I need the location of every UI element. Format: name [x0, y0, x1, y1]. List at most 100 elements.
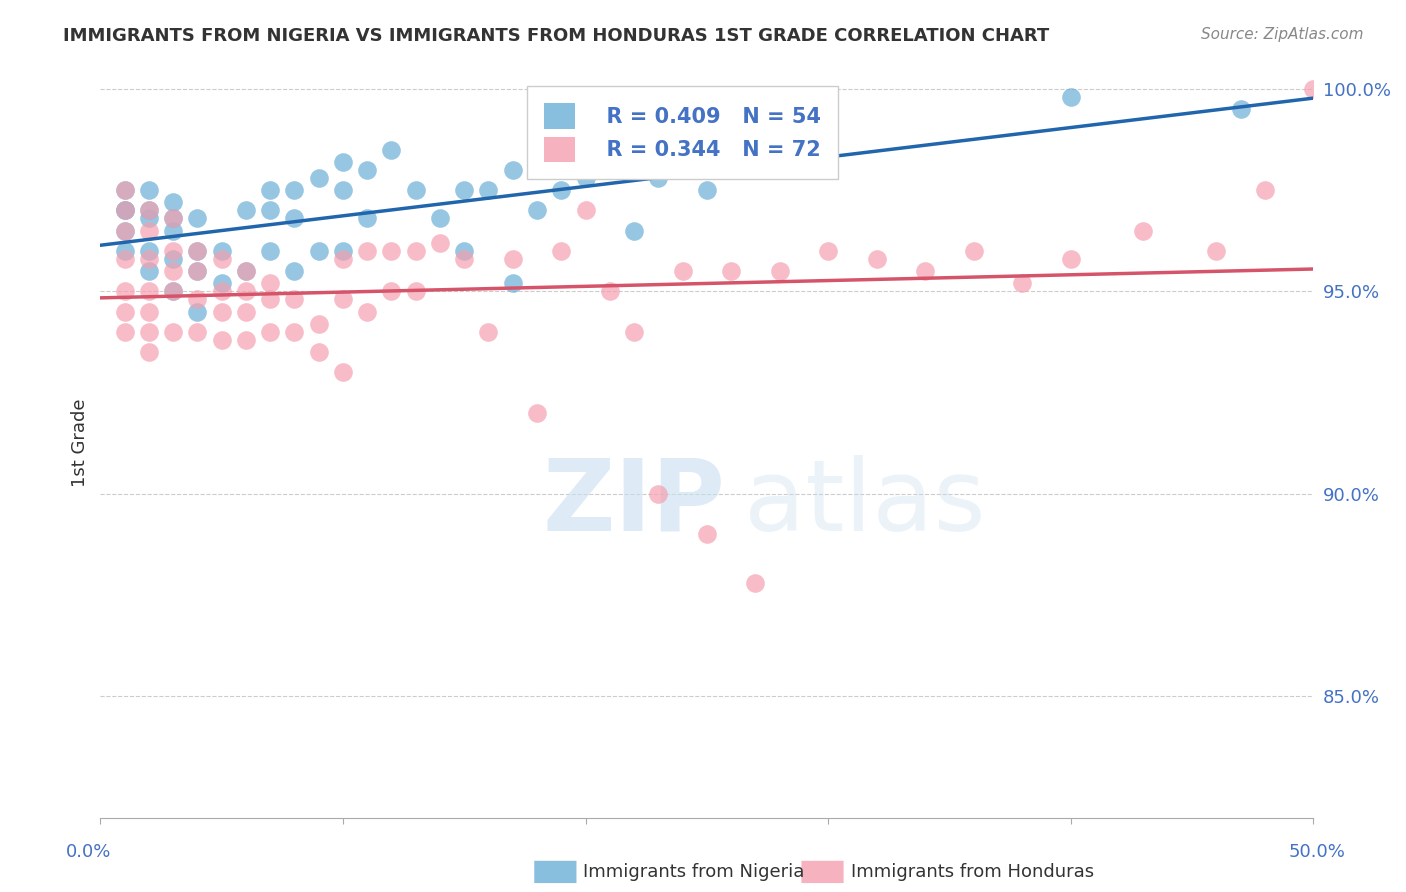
- Point: [114, 325, 136, 339]
- Point: [211, 333, 233, 347]
- Point: [138, 264, 160, 278]
- Text: Source: ZipAtlas.com: Source: ZipAtlas.com: [1201, 27, 1364, 42]
- Text: Immigrants from Honduras: Immigrants from Honduras: [851, 863, 1094, 881]
- Point: [235, 203, 257, 218]
- Point: [138, 304, 160, 318]
- Point: [283, 264, 305, 278]
- Point: [1060, 90, 1083, 104]
- Point: [453, 244, 475, 258]
- Point: [162, 211, 184, 226]
- Point: [550, 244, 572, 258]
- Point: [696, 183, 718, 197]
- Point: [211, 285, 233, 299]
- Point: [186, 304, 208, 318]
- Point: [114, 244, 136, 258]
- Point: [332, 183, 354, 197]
- Point: [1060, 252, 1083, 266]
- Point: [647, 170, 669, 185]
- Point: [283, 293, 305, 307]
- Point: [502, 162, 524, 177]
- Point: [186, 264, 208, 278]
- Point: [332, 252, 354, 266]
- Point: [138, 203, 160, 218]
- Point: [138, 252, 160, 266]
- Point: [162, 264, 184, 278]
- Point: [744, 576, 766, 591]
- Point: [235, 304, 257, 318]
- Point: [623, 325, 645, 339]
- Point: [162, 195, 184, 210]
- Point: [332, 244, 354, 258]
- Point: [211, 244, 233, 258]
- Point: [768, 143, 790, 157]
- Legend:   R = 0.409   N = 54,   R = 0.344   N = 72: R = 0.409 N = 54, R = 0.344 N = 72: [527, 87, 838, 179]
- Point: [162, 285, 184, 299]
- Point: [453, 183, 475, 197]
- Point: [138, 211, 160, 226]
- Point: [1254, 183, 1277, 197]
- Point: [1205, 244, 1227, 258]
- Text: Immigrants from Nigeria: Immigrants from Nigeria: [583, 863, 804, 881]
- Point: [283, 211, 305, 226]
- Point: [574, 203, 596, 218]
- Point: [235, 264, 257, 278]
- Point: [405, 183, 427, 197]
- Point: [1229, 102, 1251, 116]
- Point: [114, 304, 136, 318]
- Point: [308, 345, 330, 359]
- Text: ZIP: ZIP: [543, 455, 725, 551]
- Point: [259, 203, 281, 218]
- Point: [599, 285, 621, 299]
- Point: [332, 154, 354, 169]
- Point: [138, 325, 160, 339]
- Point: [526, 406, 548, 420]
- Point: [235, 285, 257, 299]
- Point: [114, 223, 136, 237]
- Point: [114, 203, 136, 218]
- Point: [308, 170, 330, 185]
- Point: [671, 264, 693, 278]
- Point: [138, 285, 160, 299]
- Point: [186, 293, 208, 307]
- Point: [453, 252, 475, 266]
- Point: [114, 183, 136, 197]
- Point: [429, 211, 451, 226]
- Point: [186, 325, 208, 339]
- Point: [1011, 277, 1033, 291]
- Point: [235, 264, 257, 278]
- Point: [162, 325, 184, 339]
- Point: [162, 223, 184, 237]
- Point: [1302, 82, 1324, 96]
- Point: [138, 183, 160, 197]
- Point: [186, 264, 208, 278]
- Point: [380, 143, 402, 157]
- Point: [283, 183, 305, 197]
- Point: [259, 244, 281, 258]
- Text: IMMIGRANTS FROM NIGERIA VS IMMIGRANTS FROM HONDURAS 1ST GRADE CORRELATION CHART: IMMIGRANTS FROM NIGERIA VS IMMIGRANTS FR…: [63, 27, 1049, 45]
- Point: [356, 211, 378, 226]
- Point: [259, 325, 281, 339]
- Text: 0.0%: 0.0%: [66, 843, 111, 861]
- Point: [138, 244, 160, 258]
- Point: [865, 252, 887, 266]
- Point: [186, 244, 208, 258]
- Point: [817, 122, 839, 136]
- Point: [720, 264, 742, 278]
- Point: [308, 317, 330, 331]
- Point: [914, 264, 936, 278]
- Point: [162, 252, 184, 266]
- Point: [259, 277, 281, 291]
- Point: [623, 223, 645, 237]
- Point: [308, 244, 330, 258]
- Point: [380, 244, 402, 258]
- Point: [768, 264, 790, 278]
- Text: 50.0%: 50.0%: [1289, 843, 1346, 861]
- Point: [259, 293, 281, 307]
- Point: [696, 527, 718, 541]
- Point: [138, 223, 160, 237]
- Point: [114, 203, 136, 218]
- Point: [114, 223, 136, 237]
- Point: [817, 244, 839, 258]
- Point: [550, 183, 572, 197]
- Point: [186, 211, 208, 226]
